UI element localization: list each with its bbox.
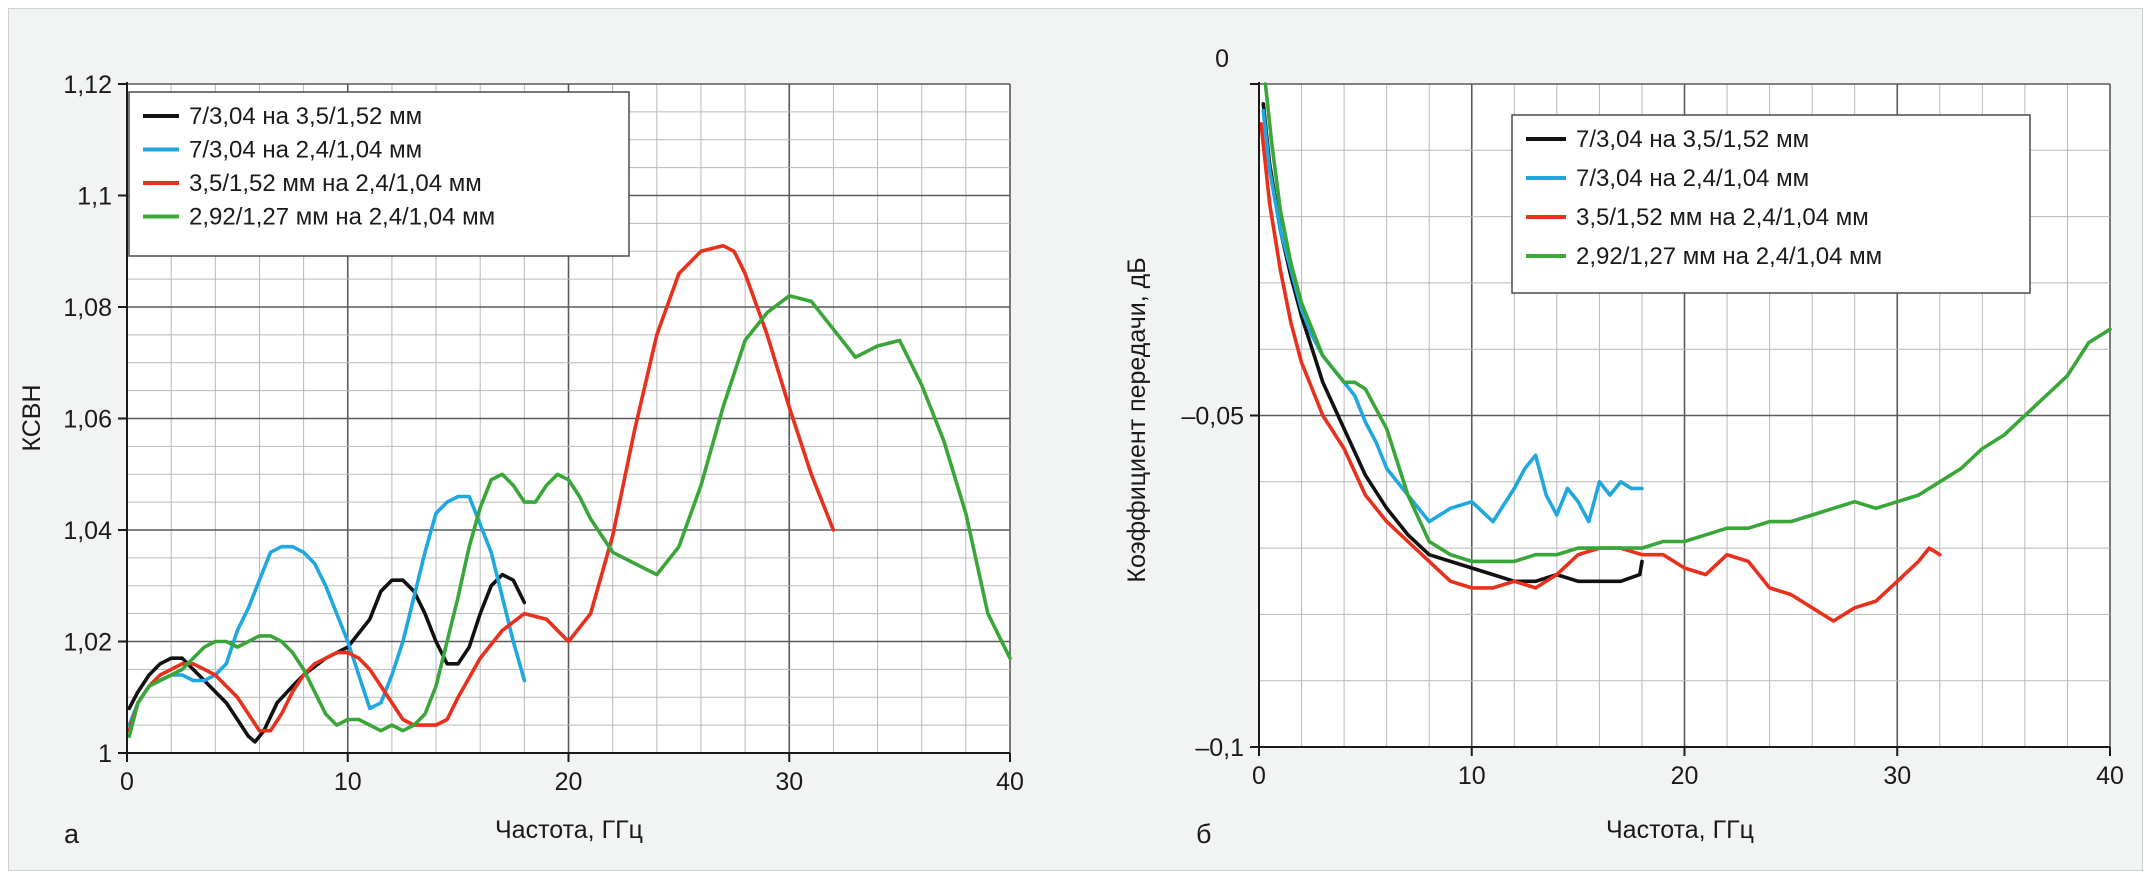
series-line-3 (127, 243, 836, 733)
y-tick-label: 1,06 (63, 406, 112, 434)
series-line-4 (1263, 82, 2112, 564)
series-line-4 (127, 293, 1012, 739)
plot-a-axes (118, 82, 1011, 762)
plot-a-tick-labels: 0 10 20 30 40 1 1,02 1,04 1,06 1,08 1,1 1,12 (63, 71, 1024, 796)
y-tick-label: 1 (98, 740, 112, 768)
y-tick-label: 1,04 (63, 517, 112, 545)
plot-a-legend: 7/3,04 на 3,5/1,52 мм 7/3,04 на 2,4/1,04 … (128, 91, 630, 257)
x-tick-label: 40 (2096, 762, 2124, 790)
series-line-2 (127, 494, 527, 727)
panel-a-label: а (64, 819, 80, 849)
y-tick-label: 1,02 (63, 629, 112, 657)
y-tick-label: 0 (1215, 45, 1229, 73)
plot-b-axes (1250, 82, 2111, 756)
legend-entry: 7/3,04 на 3,5/1,52 мм (1576, 126, 1809, 153)
legend-entry: 2,92/1,27 мм на 2,4/1,04 мм (1576, 243, 1882, 270)
legend-box (1511, 114, 2031, 294)
legend-entry: 3,5/1,52 мм на 2,4/1,04 мм (189, 170, 482, 197)
x-tick-label: 10 (1458, 762, 1486, 790)
panel-a-vswr-chart: 0 10 20 30 40 1 1,02 1,04 1,06 1,08 1,1 1,12 Частот… (18, 71, 1024, 849)
plot-b-x-axis-label: Частота, ГГц (1606, 816, 1754, 844)
legend-entry: 3,5/1,52 мм на 2,4/1,04 мм (1576, 204, 1869, 231)
y-tick-label: 1,1 (77, 183, 112, 211)
x-tick-label: 30 (775, 768, 803, 796)
x-tick-label: 30 (1883, 762, 1911, 790)
panel-b-label: б (1196, 819, 1211, 849)
x-tick-label: 0 (120, 768, 134, 796)
series-line-3 (1259, 122, 1942, 623)
plot-b-y-axis-label: Коэффициент передачи, дБ (1123, 257, 1151, 582)
x-tick-label: 40 (996, 768, 1024, 796)
y-tick-label: 1,12 (63, 71, 112, 99)
legend-entry: 7/3,04 на 2,4/1,04 мм (189, 137, 422, 164)
x-tick-label: 20 (555, 768, 583, 796)
plot-a-series (127, 243, 1012, 744)
plot-a-y-axis-label: КСВН (18, 384, 46, 451)
x-tick-label: 10 (334, 768, 362, 796)
legend-entry: 7/3,04 на 3,5/1,52 мм (189, 103, 422, 130)
plot-a-x-axis-label: Частота, ГГц (495, 816, 643, 844)
legend-entry: 2,92/1,27 мм на 2,4/1,04 мм (189, 204, 495, 231)
series-line-2 (1261, 108, 1644, 524)
x-tick-label: 0 (1252, 762, 1266, 790)
y-tick-label: –0,05 (1181, 403, 1244, 431)
plot-b-series (1259, 82, 2112, 623)
y-tick-label: 1,08 (63, 294, 112, 322)
plot-b-legend: 7/3,04 на 3,5/1,52 мм 7/3,04 на 2,4/1,04 … (1511, 114, 2031, 294)
panel-b-transmission-chart: 0 10 20 30 40 –0,1 –0,05 0 Частота, ГГц Коэффиц… (1123, 45, 2124, 849)
plot-b-tick-labels: 0 10 20 30 40 –0,1 –0,05 0 (1181, 45, 2123, 790)
legend-box (128, 91, 630, 257)
legend-entry: 7/3,04 на 2,4/1,04 мм (1576, 165, 1809, 192)
x-tick-label: 20 (1671, 762, 1699, 790)
y-tick-label: –0,1 (1195, 734, 1244, 762)
